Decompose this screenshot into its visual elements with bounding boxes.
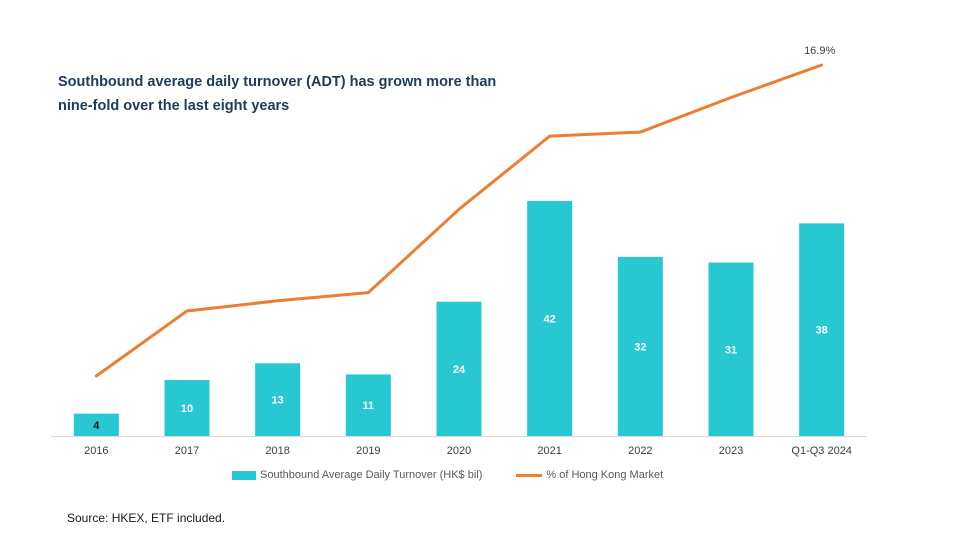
- bar-2023: [708, 262, 754, 436]
- chart-title: Southbound average daily turnover (ADT) …: [58, 74, 497, 114]
- legend-line-swatch: [516, 473, 543, 477]
- x-tick-label: 2023: [719, 445, 743, 457]
- bar-value-label: 38: [816, 325, 828, 337]
- bar-value-label: 31: [725, 344, 737, 356]
- legend-label-market-share: % of Hong Kong Market: [546, 469, 664, 481]
- bar-value-label: 10: [181, 403, 193, 415]
- bar-series: [73, 201, 845, 436]
- bar-value-label: 32: [634, 341, 646, 353]
- legend: Southbound Average Daily Turnover (HK$ b…: [232, 469, 697, 481]
- bar-2020: [436, 301, 482, 436]
- x-tick-label: 2020: [447, 445, 471, 457]
- x-tick-label: Q1-Q3 2024: [791, 445, 852, 457]
- x-tick-label: 2019: [356, 445, 380, 457]
- bar-value-label: 42: [544, 314, 556, 326]
- bar-value-label: 13: [272, 395, 284, 407]
- x-tick-label: 2022: [628, 445, 652, 457]
- legend-item-market-share: % of Hong Kong Market: [516, 469, 663, 481]
- bar-2018: [255, 363, 301, 436]
- bar-data-labels: 4 10 13 11 24 42 32 31 38: [93, 314, 828, 432]
- line-data-labels: 16.9%: [804, 45, 835, 57]
- legend-label-turnover: Southbound Average Daily Turnover (HK$ b…: [260, 469, 483, 481]
- bar-2017: [164, 380, 210, 436]
- bar-value-label: 4: [93, 420, 100, 432]
- legend-bar-swatch: [232, 470, 256, 480]
- x-tick-label: 2021: [537, 445, 561, 457]
- bar-2016: [73, 413, 119, 436]
- x-tick-labels: 2016 2017 2018 2019 2020 2021 2022 2023 Q1-Q3 20…: [84, 445, 852, 457]
- x-tick-label: 2017: [175, 445, 199, 457]
- percent-market-line: [94, 63, 824, 378]
- bar-2021: [527, 201, 573, 436]
- bar-2022: [617, 256, 663, 436]
- bar-q1-q3-2024: [799, 223, 845, 436]
- x-tick-label: 2018: [265, 445, 289, 457]
- source-note: Source: HKEX, ETF included.: [67, 511, 226, 525]
- x-tick-label: 2016: [84, 445, 108, 457]
- legend-item-turnover: Southbound Average Daily Turnover (HK$ b…: [232, 469, 482, 481]
- line-value-label: 16.9%: [804, 45, 835, 57]
- bar-2019: [345, 374, 391, 436]
- bar-value-label: 11: [363, 400, 375, 412]
- bar-value-label: 24: [453, 364, 466, 376]
